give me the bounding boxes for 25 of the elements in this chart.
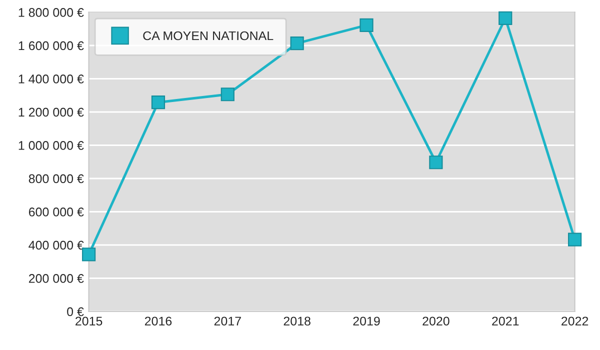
- point: [290, 36, 304, 50]
- x-tick-label: 2017: [214, 316, 241, 326]
- y-tick-label: 0 €: [67, 307, 84, 316]
- x-tick-label: 2021: [492, 316, 519, 326]
- point: [568, 232, 582, 246]
- point: [360, 18, 374, 32]
- y-tick-label: 1 600 000 €: [18, 41, 84, 50]
- point: [220, 88, 234, 102]
- x-tick-label: 2022: [562, 316, 588, 326]
- y-tick-label: 1 400 000 €: [18, 74, 84, 84]
- x-tick-label: 2016: [144, 316, 172, 326]
- legend-label: CA MOYEN NATIONAL: [143, 31, 274, 40]
- y-tick-label: 1 200 000 €: [18, 108, 84, 117]
- x-tick-label: 2018: [284, 316, 310, 326]
- point: [151, 96, 166, 110]
- y-tick-label: 800 000 €: [28, 174, 84, 184]
- x-tick-label: 2015: [76, 316, 102, 326]
- y-tick-label: 200 000 €: [28, 274, 84, 283]
- x-tick-label: 2019: [353, 316, 380, 326]
- y-tick-label: 1 000 000 €: [18, 141, 84, 150]
- x-tick-label: 2020: [422, 316, 450, 326]
- y-tick-label: 1 800 000 €: [18, 8, 84, 17]
- y-tick-label: 600 000 €: [28, 208, 84, 216]
- point: [498, 11, 512, 26]
- point: [429, 156, 443, 170]
